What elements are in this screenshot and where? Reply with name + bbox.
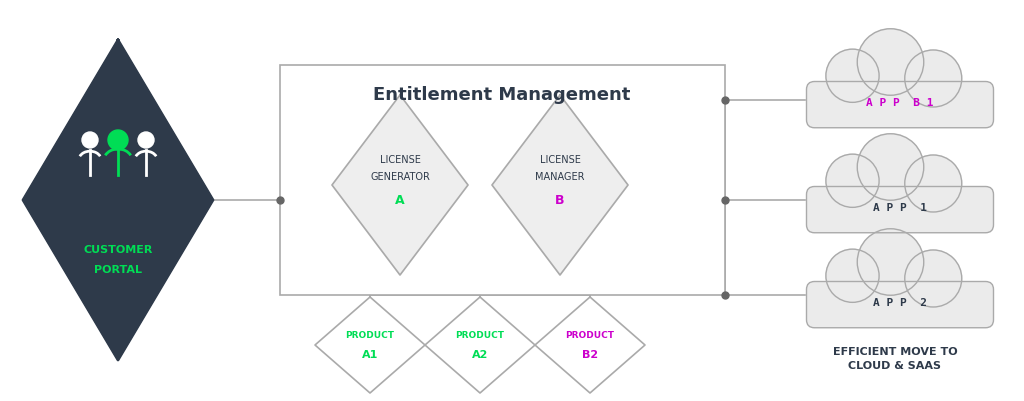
Text: CLOUD & SAAS: CLOUD & SAAS — [849, 361, 941, 371]
Circle shape — [82, 132, 98, 148]
Text: B2: B2 — [582, 350, 598, 360]
Circle shape — [858, 134, 924, 200]
FancyBboxPatch shape — [280, 65, 725, 295]
Circle shape — [858, 29, 924, 95]
Text: PRODUCT: PRODUCT — [456, 330, 505, 340]
Circle shape — [905, 50, 962, 107]
Text: B: B — [555, 194, 565, 207]
Text: A P P  B 1: A P P B 1 — [866, 98, 934, 108]
FancyBboxPatch shape — [807, 282, 993, 328]
Circle shape — [138, 132, 154, 148]
Text: Entitlement Management: Entitlement Management — [374, 86, 631, 104]
Circle shape — [905, 156, 962, 211]
Circle shape — [826, 249, 879, 302]
Circle shape — [826, 50, 879, 102]
Polygon shape — [535, 297, 645, 393]
Text: A1: A1 — [361, 350, 378, 360]
FancyBboxPatch shape — [809, 188, 991, 231]
Circle shape — [826, 49, 879, 102]
FancyBboxPatch shape — [809, 83, 991, 126]
Polygon shape — [492, 95, 628, 275]
Text: A: A — [395, 194, 404, 207]
Circle shape — [857, 29, 924, 95]
Polygon shape — [425, 297, 535, 393]
Circle shape — [905, 250, 962, 307]
Circle shape — [857, 134, 924, 200]
Polygon shape — [23, 40, 213, 360]
Text: A2: A2 — [472, 350, 488, 360]
Circle shape — [905, 51, 962, 107]
Text: EFFICIENT MOVE TO: EFFICIENT MOVE TO — [833, 347, 957, 357]
Circle shape — [826, 250, 879, 302]
Text: MANAGER: MANAGER — [536, 172, 585, 182]
Polygon shape — [332, 95, 468, 275]
Text: LICENSE: LICENSE — [540, 155, 581, 165]
FancyBboxPatch shape — [807, 81, 993, 128]
Polygon shape — [315, 297, 425, 393]
Circle shape — [108, 130, 128, 150]
Text: CUSTOMER: CUSTOMER — [83, 245, 153, 255]
Text: A P P  1: A P P 1 — [873, 203, 927, 213]
Text: PRODUCT: PRODUCT — [565, 330, 614, 340]
Text: GENERATOR: GENERATOR — [370, 172, 430, 182]
Text: PRODUCT: PRODUCT — [345, 330, 394, 340]
Circle shape — [857, 229, 924, 295]
Circle shape — [858, 229, 924, 295]
FancyBboxPatch shape — [809, 284, 991, 326]
Circle shape — [905, 155, 962, 212]
Text: LICENSE: LICENSE — [380, 155, 421, 165]
Text: A P P  2: A P P 2 — [873, 298, 927, 308]
Text: PORTAL: PORTAL — [94, 265, 142, 275]
FancyBboxPatch shape — [807, 186, 993, 233]
Circle shape — [826, 155, 879, 207]
Circle shape — [826, 154, 879, 207]
Circle shape — [905, 251, 962, 306]
